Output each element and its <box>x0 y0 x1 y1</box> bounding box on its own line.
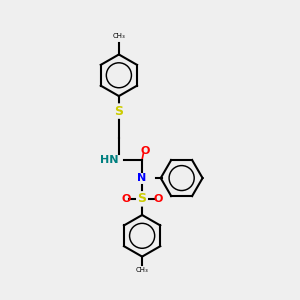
Text: O: O <box>121 194 130 204</box>
Text: N: N <box>137 173 147 183</box>
Text: CH₃: CH₃ <box>112 34 125 40</box>
Text: O: O <box>154 194 163 204</box>
Text: CH₃: CH₃ <box>136 267 148 273</box>
Text: S: S <box>138 192 147 206</box>
Text: S: S <box>114 105 123 118</box>
Text: O: O <box>141 146 150 156</box>
Text: HN: HN <box>100 154 119 165</box>
